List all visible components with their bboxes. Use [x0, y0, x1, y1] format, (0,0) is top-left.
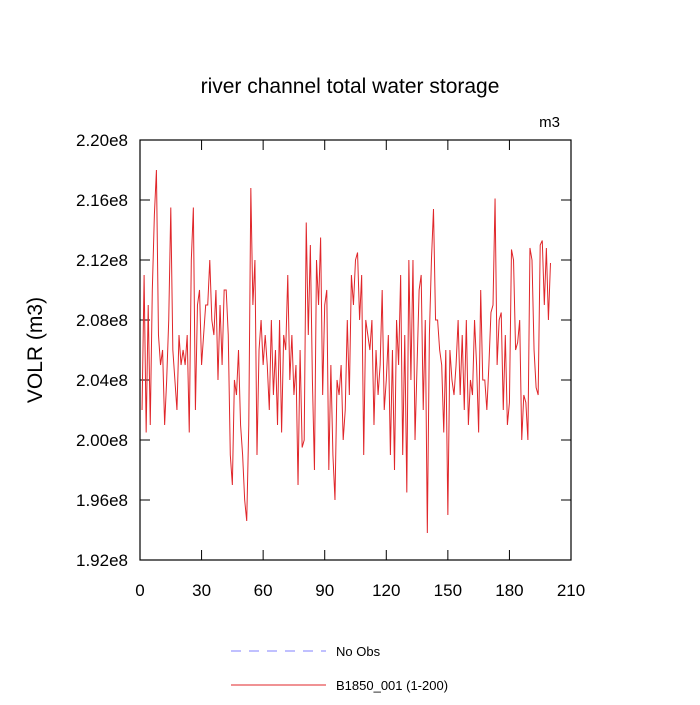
x-tick-label: 90 [315, 581, 334, 600]
units-label: m3 [539, 114, 560, 131]
x-tick-label: 180 [495, 581, 523, 600]
x-tick-label: 150 [434, 581, 462, 600]
y-tick-label: 2.20e8 [76, 131, 128, 150]
x-tick-label: 210 [557, 581, 585, 600]
y-tick-label: 2.04e8 [76, 371, 128, 390]
chart-title: river channel total water storage [201, 75, 500, 98]
y-tick-label: 1.96e8 [76, 491, 128, 510]
x-tick-label: 60 [254, 581, 273, 600]
x-tick-label: 120 [372, 581, 400, 600]
data-line [141, 169, 551, 534]
plot-frame [139, 139, 572, 561]
y-tick-label: 2.16e8 [76, 191, 128, 210]
y-tick-label: 1.92e8 [76, 551, 128, 570]
x-tick-label: 30 [192, 581, 211, 600]
y-tick-label: 2.08e8 [76, 311, 128, 330]
y-tick-label: 2.12e8 [76, 251, 128, 270]
y-tick-label: 2.00e8 [76, 431, 128, 450]
legend-label: No Obs [336, 644, 381, 659]
legend-label: B1850_001 (1-200) [336, 678, 448, 693]
x-tick-label: 0 [135, 581, 144, 600]
y-axis-label: VOLR (m3) [24, 297, 47, 403]
